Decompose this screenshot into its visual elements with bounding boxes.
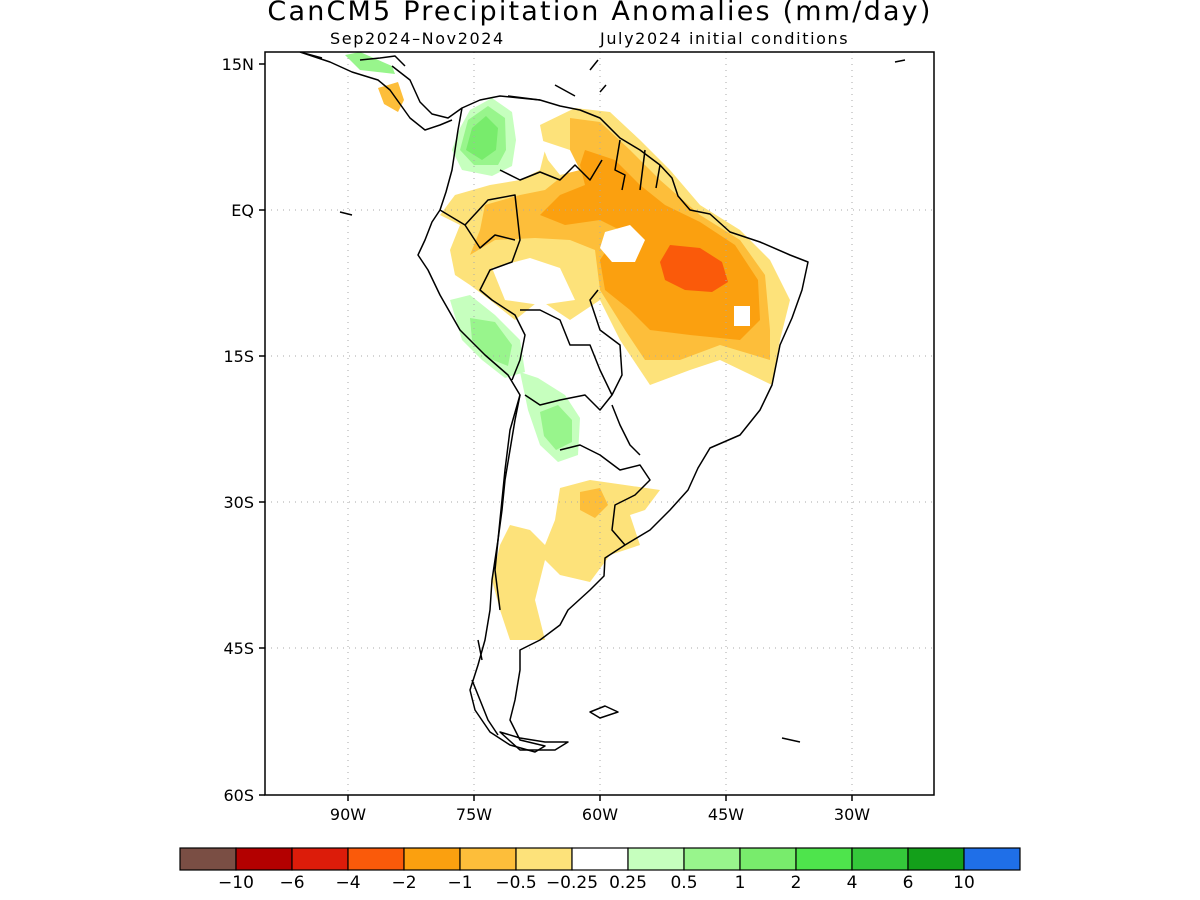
anomaly-neutral-patch-2 bbox=[492, 258, 575, 305]
coastlines bbox=[299, 52, 906, 753]
lat-label-eq: EQ bbox=[231, 201, 254, 220]
colorbar-swatch bbox=[627, 847, 685, 871]
caribbean-islands bbox=[339, 59, 906, 216]
lat-label-30s: 30S bbox=[223, 493, 254, 512]
colorbar-label: 0.5 bbox=[670, 873, 697, 893]
lat-label-15n: 15N bbox=[222, 55, 254, 74]
colorbar-label: −0.5 bbox=[495, 873, 536, 893]
anomaly-neutral-patch-3 bbox=[734, 306, 750, 326]
colorbar-label: −0.25 bbox=[546, 873, 598, 893]
anomaly-mexico-wet bbox=[345, 52, 395, 74]
lat-label-45s: 45S bbox=[223, 639, 254, 658]
colorbar-swatch bbox=[459, 847, 517, 871]
anomaly-brazil-dry-inner bbox=[540, 150, 760, 340]
colorbar-swatch bbox=[403, 847, 461, 871]
colorbar-swatch bbox=[963, 847, 1021, 871]
colorbar-label: −6 bbox=[279, 873, 304, 893]
country-borders bbox=[439, 139, 661, 611]
colorbar-label: −10 bbox=[218, 873, 254, 893]
south-america-coast bbox=[417, 95, 809, 753]
colorbar-label: −2 bbox=[391, 873, 416, 893]
lon-label-75w: 75W bbox=[456, 805, 492, 824]
colorbar-swatch bbox=[851, 847, 909, 871]
anomaly-brazil-dry-core bbox=[660, 245, 728, 292]
colorbar-swatch bbox=[907, 847, 965, 871]
colorbar-swatch bbox=[347, 847, 405, 871]
colorbar-swatch bbox=[795, 847, 853, 871]
colorbar-swatch bbox=[683, 847, 741, 871]
anomaly-andes-wet-inner bbox=[470, 318, 512, 366]
colorbar-swatch bbox=[235, 847, 293, 871]
anomaly-argentina-dry bbox=[492, 480, 660, 640]
south-georgia bbox=[781, 737, 801, 743]
lat-labels: 15N EQ 15S 30S 45S 60S bbox=[222, 55, 254, 805]
colorbar-label: −1 bbox=[447, 873, 472, 893]
colorbar-swatch bbox=[739, 847, 797, 871]
colorbar-label: 1 bbox=[735, 873, 746, 893]
falkland-islands bbox=[589, 705, 619, 719]
colorbar-label: 10 bbox=[953, 873, 975, 893]
anomaly-central-america-dry bbox=[378, 82, 404, 112]
colorbar-label: 4 bbox=[847, 873, 858, 893]
chile-islands bbox=[471, 639, 499, 736]
lat-label-60s: 60S bbox=[223, 786, 254, 805]
tick-marks bbox=[259, 63, 853, 801]
colorbar-label: 0.25 bbox=[609, 873, 647, 893]
colorbar-label: 2 bbox=[791, 873, 802, 893]
anomaly-paraguay-wet-inner bbox=[540, 405, 572, 450]
anomaly-neutral-patch-1 bbox=[600, 225, 645, 262]
colorbar-swatch bbox=[291, 847, 349, 871]
lon-label-45w: 45W bbox=[708, 805, 744, 824]
lon-label-90w: 90W bbox=[330, 805, 366, 824]
colorbar: −10 −6 −4 −2 −1 −0.5 −0.25 0.25 0.5 1 2 4 6 10 bbox=[179, 847, 1021, 893]
central-america-coast bbox=[299, 52, 463, 131]
anomaly-fills bbox=[345, 52, 790, 640]
lon-label-30w: 30W bbox=[834, 805, 870, 824]
lat-label-15s: 15S bbox=[223, 347, 254, 366]
tierra-del-fuego bbox=[499, 731, 569, 751]
anomaly-guianas-neutral bbox=[540, 140, 580, 175]
map-title: CanCM5 Precipitation Anomalies (mm/day) bbox=[267, 0, 933, 27]
season-label: Sep2024–Nov2024 bbox=[330, 29, 505, 48]
lon-labels: 90W 75W 60W 45W 30W bbox=[330, 805, 870, 824]
colorbar-label: 6 bbox=[903, 873, 914, 893]
colorbar-swatch bbox=[515, 847, 573, 871]
colorbar-swatch bbox=[571, 847, 629, 871]
anomaly-uruguay-dry bbox=[580, 488, 608, 518]
init-conditions-label: July2024 initial conditions bbox=[600, 29, 850, 48]
lon-label-60w: 60W bbox=[582, 805, 618, 824]
colorbar-label: −4 bbox=[335, 873, 360, 893]
colorbar-swatch bbox=[179, 847, 237, 871]
